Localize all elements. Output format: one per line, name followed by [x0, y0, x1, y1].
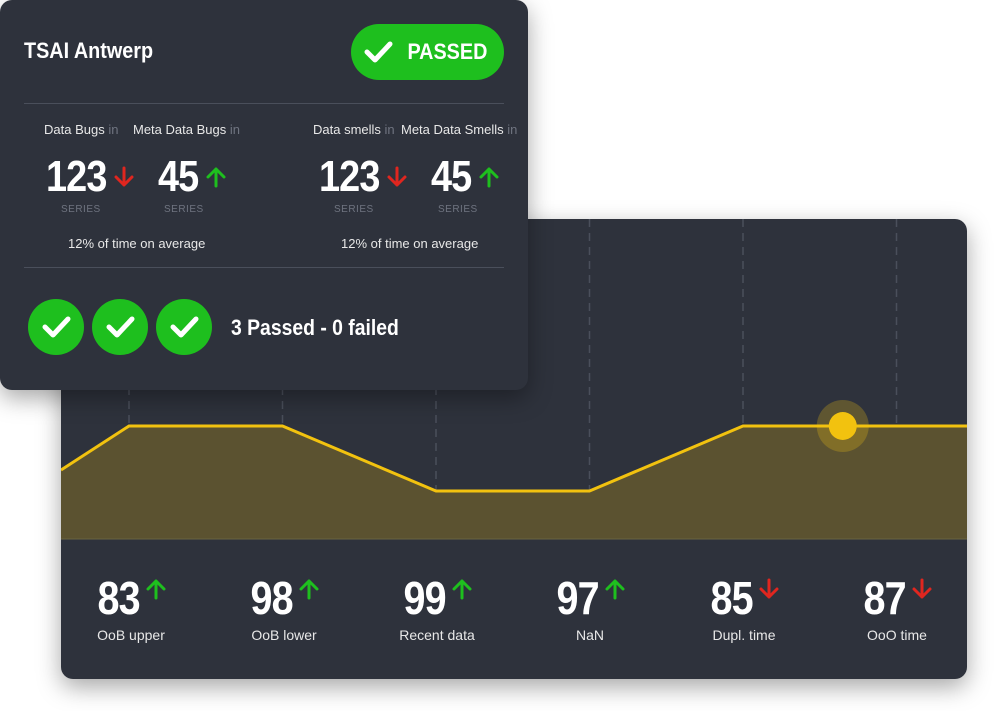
result-summary: 3 Passed - 0 failed [231, 315, 399, 340]
check-icon [106, 316, 135, 338]
stat-label: OoB upper [97, 627, 165, 643]
divider [24, 267, 504, 268]
stat-item: 99 Recent data [362, 571, 512, 643]
stat-value-line: 97 [515, 571, 665, 625]
stat-label: NaN [575, 627, 604, 643]
stat-item: 98 OoB lower [209, 571, 359, 643]
divider [24, 103, 504, 104]
metric-unit: SERIES [61, 204, 101, 215]
stat-item: 83 OoB upper [61, 571, 206, 643]
check-icon [364, 41, 393, 63]
check-icon [170, 316, 199, 338]
stat-value-line: 87 [822, 571, 967, 625]
stat-value: 83 [97, 572, 141, 624]
summary-card: TSAI Antwerp PASSED Data Bugs in 123 SER… [0, 0, 528, 390]
stat-label: Recent data [399, 627, 475, 643]
check-passed-2[interactable] [92, 299, 148, 355]
average-note-bugs: 12% of time on average [68, 236, 206, 251]
stat-item: 97 NaN [515, 571, 665, 643]
stat-value-line: 85 [669, 571, 819, 625]
arrow-up-icon [479, 167, 499, 188]
metric-suffix: in [384, 122, 395, 137]
stat-value: 98 [250, 572, 294, 624]
arrow-up-icon [450, 577, 474, 606]
stat-item: 87 OoO time [822, 571, 967, 643]
check-passed-3[interactable] [156, 299, 212, 355]
arrow-down-icon [757, 577, 781, 606]
stat-label: Dupl. time [712, 627, 776, 643]
average-note-smells: 12% of time on average [341, 236, 479, 251]
site-title: TSAI Antwerp [24, 38, 154, 63]
stat-value: 97 [556, 572, 600, 624]
metric-value-meta-data-bugs: 45 [158, 152, 199, 201]
arrow-down-icon [387, 166, 407, 187]
metric-value-meta-data-smells: 45 [431, 152, 472, 201]
arrow-up-icon [603, 577, 627, 606]
metric-label: Meta Data Bugs [133, 122, 227, 137]
stat-value: 87 [863, 572, 907, 624]
area-fill [61, 426, 967, 539]
metric-header-data-bugs: Data Bugs in [44, 122, 118, 137]
highlight-marker[interactable] [828, 412, 857, 440]
status-label: PASSED [407, 39, 488, 64]
metric-header-data-smells: Data smells in [313, 122, 395, 137]
metric-unit: SERIES [164, 204, 204, 215]
metric-suffix: in [507, 122, 518, 137]
metric-label: Meta Data Smells [401, 122, 504, 137]
stat-label: OoB lower [251, 627, 317, 643]
metric-unit: SERIES [334, 204, 374, 215]
arrow-down-icon [910, 577, 934, 606]
metric-unit: SERIES [438, 204, 478, 215]
passed-status-button[interactable]: PASSED [351, 24, 504, 80]
stat-item: 85 Dupl. time [669, 571, 819, 643]
metric-header-meta-data-bugs: Meta Data Bugs in [133, 122, 240, 137]
stat-label: OoO time [867, 627, 927, 643]
stat-value-line: 99 [362, 571, 512, 625]
metric-header-meta-data-smells: Meta Data Smells in [401, 122, 517, 137]
metric-suffix: in [108, 122, 119, 137]
check-icon [42, 316, 71, 338]
metric-value-data-smells: 123 [319, 152, 380, 201]
arrow-up-icon [144, 577, 168, 606]
series-line [61, 424, 967, 493]
metric-label: Data Bugs [44, 122, 105, 137]
arrow-up-icon [206, 167, 226, 188]
stat-value-line: 83 [61, 571, 206, 625]
stat-value-line: 98 [209, 571, 359, 625]
trend-chart [61, 219, 967, 540]
metric-suffix: in [229, 122, 240, 137]
arrow-down-icon [114, 166, 134, 187]
metric-value-data-bugs: 123 [46, 152, 107, 201]
metric-label: Data smells [313, 122, 381, 137]
stat-value: 99 [403, 572, 447, 624]
check-passed-1[interactable] [28, 299, 84, 355]
stat-value: 85 [710, 572, 754, 624]
stats-row: 83 OoB upper 98 OoB lower 99 Recent data 97 NaN… [61, 541, 967, 679]
arrow-up-icon [297, 577, 321, 606]
